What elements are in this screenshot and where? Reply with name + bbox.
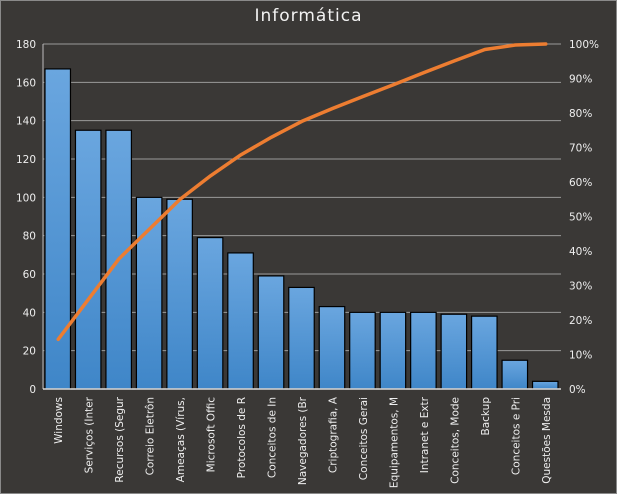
y-tick-label: 100: [16, 192, 36, 204]
bar: [227, 252, 254, 390]
y2-tick-label: 0%: [569, 384, 586, 396]
y-tick-label: 180: [16, 39, 36, 51]
y-tick-label: 60: [23, 269, 36, 281]
bar: [257, 275, 285, 390]
y-tick-label: 0: [29, 384, 36, 396]
x-tick-label: Questões Mesda: [541, 397, 553, 484]
x-tick-label: Windows: [53, 397, 65, 444]
bar: [349, 311, 376, 390]
bar: [196, 236, 224, 390]
y2-tick-label: 10%: [569, 350, 592, 362]
bar: [440, 313, 468, 390]
bar: [166, 198, 193, 390]
cumulative-line: [56, 42, 548, 342]
y2-tick-label: 80%: [569, 108, 592, 120]
x-tick-label: Ameaças (Vírus,: [175, 397, 187, 482]
y2-tick-label: 60%: [569, 177, 592, 189]
y2-tick-label: 50%: [569, 212, 592, 224]
x-tick-label: Conceitos de In: [267, 397, 279, 478]
x-tick-label: Navegadores (Br: [297, 396, 309, 485]
bar: [318, 305, 346, 390]
x-tick-label: Intranet e Extr: [419, 396, 431, 473]
x-tick-label: Criptografia, A: [327, 396, 339, 473]
x-tick-label: Conceitos e Pri: [510, 397, 522, 475]
y2-tick-label: 30%: [569, 281, 592, 293]
bar: [410, 311, 437, 390]
y-tick-label: 140: [16, 116, 36, 128]
x-tick-label: Equipamentos, M: [388, 397, 400, 488]
bar: [470, 315, 498, 390]
y2-tick-label: 40%: [569, 246, 592, 258]
y2-tick-label: 100%: [569, 39, 599, 51]
bar: [501, 359, 529, 390]
x-tick-label: Correio Eletrôn: [145, 397, 157, 475]
x-tick-label: Microsoft Offic: [206, 397, 218, 473]
chart-title: Informática: [254, 6, 363, 26]
y-tick-label: 120: [16, 154, 36, 166]
bar: [74, 129, 102, 390]
x-tick-label: Serviços (Inter: [84, 396, 96, 473]
x-tick-label: Conceitos Gerai: [358, 397, 370, 480]
y2-tick-label: 90%: [569, 74, 592, 86]
x-tick-label: Conceitos, Mode: [449, 397, 461, 484]
y-tick-label: 160: [16, 77, 36, 89]
x-tick-label: Recursos (Segur: [114, 396, 126, 482]
y2-tick-label: 70%: [569, 143, 592, 155]
y-tick-label: 40: [23, 307, 36, 319]
y2-tick-label: 20%: [569, 315, 592, 327]
bar: [288, 286, 315, 390]
x-tick-label: Protocolos de R: [236, 397, 248, 478]
bar: [379, 311, 407, 390]
x-tick-label: Backup: [480, 397, 492, 436]
bar: [135, 196, 163, 390]
y-tick-label: 20: [23, 346, 36, 358]
bar: [531, 380, 559, 390]
y-tick-label: 80: [23, 231, 36, 243]
